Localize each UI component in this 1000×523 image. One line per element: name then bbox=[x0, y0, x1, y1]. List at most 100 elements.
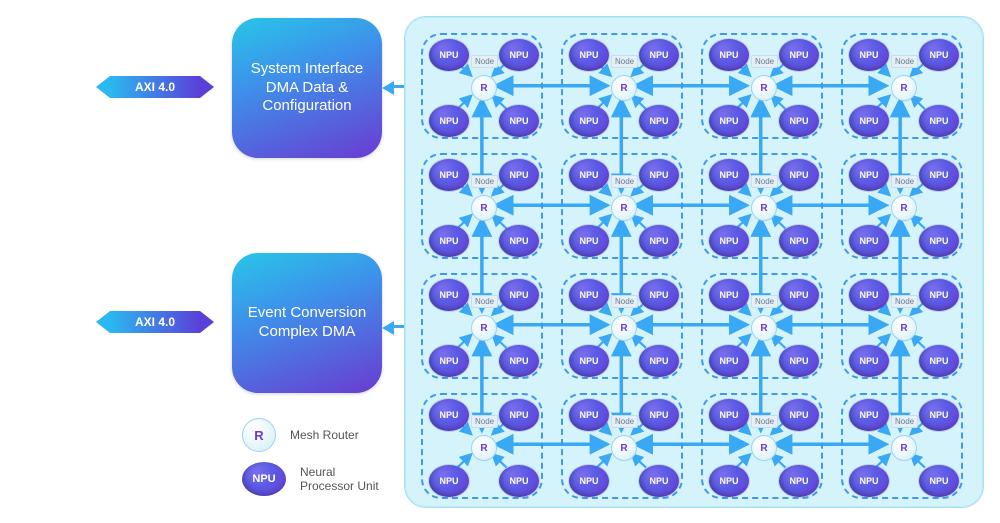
router-icon: R bbox=[242, 418, 276, 452]
npu-node: NPU bbox=[569, 465, 609, 497]
mesh-tile: NPUNPUNPUNPUNodeR bbox=[421, 273, 543, 379]
npu-node: NPU bbox=[569, 279, 609, 311]
node-label: Node bbox=[471, 55, 498, 68]
npu-node: NPU bbox=[429, 399, 469, 431]
mesh-tile: NPUNPUNPUNPUNodeR bbox=[561, 33, 683, 139]
npu-node: NPU bbox=[429, 465, 469, 497]
mesh-router: R bbox=[611, 435, 637, 461]
block-system-interface: System Interface DMA Data & Configuratio… bbox=[232, 18, 382, 158]
mesh-tile: NPUNPUNPUNPUNodeR bbox=[421, 153, 543, 259]
npu-node: NPU bbox=[639, 345, 679, 377]
npu-node: NPU bbox=[499, 225, 539, 257]
npu-node: NPU bbox=[499, 399, 539, 431]
block-event-conversion: Event Conversion Complex DMA bbox=[232, 253, 382, 393]
node-label: Node bbox=[751, 175, 778, 188]
npu-node: NPU bbox=[499, 39, 539, 71]
npu-node: NPU bbox=[429, 105, 469, 137]
mesh-router: R bbox=[611, 315, 637, 341]
npu-node: NPU bbox=[569, 159, 609, 191]
mesh-router: R bbox=[471, 435, 497, 461]
node-label: Node bbox=[611, 175, 638, 188]
npu-node: NPU bbox=[919, 225, 959, 257]
npu-node: NPU bbox=[779, 39, 819, 71]
npu-node: NPU bbox=[919, 279, 959, 311]
npu-node: NPU bbox=[499, 345, 539, 377]
node-label: Node bbox=[611, 295, 638, 308]
npu-node: NPU bbox=[429, 279, 469, 311]
npu-node: NPU bbox=[639, 159, 679, 191]
npu-node: NPU bbox=[429, 345, 469, 377]
npu-node: NPU bbox=[849, 159, 889, 191]
npu-node: NPU bbox=[849, 39, 889, 71]
npu-node: NPU bbox=[569, 39, 609, 71]
mesh-router: R bbox=[891, 195, 917, 221]
npu-node: NPU bbox=[709, 39, 749, 71]
mesh-tile: NPUNPUNPUNPUNodeR bbox=[701, 393, 823, 499]
mesh-router: R bbox=[611, 75, 637, 101]
axi-label-bottom: AXI 4.0 bbox=[110, 311, 200, 333]
node-label: Node bbox=[891, 415, 918, 428]
mesh-router: R bbox=[471, 315, 497, 341]
mesh-router: R bbox=[891, 75, 917, 101]
npu-node: NPU bbox=[779, 465, 819, 497]
npu-node: NPU bbox=[919, 345, 959, 377]
npu-node: NPU bbox=[569, 105, 609, 137]
npu-node: NPU bbox=[639, 39, 679, 71]
npu-node: NPU bbox=[919, 399, 959, 431]
node-label: Node bbox=[611, 415, 638, 428]
npu-node: NPU bbox=[709, 159, 749, 191]
legend-router: R Mesh Router bbox=[242, 418, 359, 452]
mesh-router: R bbox=[611, 195, 637, 221]
npu-node: NPU bbox=[639, 225, 679, 257]
npu-node: NPU bbox=[639, 465, 679, 497]
npu-node: NPU bbox=[639, 105, 679, 137]
mesh-router: R bbox=[751, 195, 777, 221]
npu-node: NPU bbox=[569, 399, 609, 431]
npu-node: NPU bbox=[499, 279, 539, 311]
npu-node: NPU bbox=[849, 345, 889, 377]
npu-node: NPU bbox=[569, 225, 609, 257]
mesh-tile: NPUNPUNPUNPUNodeR bbox=[701, 153, 823, 259]
npu-node: NPU bbox=[709, 345, 749, 377]
mesh-router: R bbox=[471, 75, 497, 101]
legend-npu: NPU NeuralProcessor Unit bbox=[242, 462, 379, 496]
npu-node: NPU bbox=[849, 465, 889, 497]
npu-node: NPU bbox=[849, 105, 889, 137]
npu-node: NPU bbox=[779, 159, 819, 191]
npu-node: NPU bbox=[779, 279, 819, 311]
npu-node: NPU bbox=[849, 399, 889, 431]
npu-node: NPU bbox=[499, 159, 539, 191]
mesh-router: R bbox=[751, 75, 777, 101]
npu-node: NPU bbox=[499, 465, 539, 497]
npu-node: NPU bbox=[639, 399, 679, 431]
axi-label-top: AXI 4.0 bbox=[110, 76, 200, 98]
node-label: Node bbox=[891, 175, 918, 188]
npu-node: NPU bbox=[849, 279, 889, 311]
npu-node: NPU bbox=[639, 279, 679, 311]
node-label: Node bbox=[471, 295, 498, 308]
npu-node: NPU bbox=[709, 225, 749, 257]
mesh-tile: NPUNPUNPUNPUNodeR bbox=[841, 273, 963, 379]
node-label: Node bbox=[751, 55, 778, 68]
npu-node: NPU bbox=[779, 105, 819, 137]
npu-node: NPU bbox=[919, 105, 959, 137]
npu-node: NPU bbox=[709, 279, 749, 311]
mesh-tile: NPUNPUNPUNPUNodeR bbox=[561, 153, 683, 259]
npu-icon: NPU bbox=[242, 462, 286, 496]
mesh-tile: NPUNPUNPUNPUNodeR bbox=[701, 273, 823, 379]
node-label: Node bbox=[751, 415, 778, 428]
mesh-tile: NPUNPUNPUNPUNodeR bbox=[421, 393, 543, 499]
npu-node: NPU bbox=[779, 225, 819, 257]
mesh-tile: NPUNPUNPUNPUNodeR bbox=[841, 393, 963, 499]
router-legend-text: Mesh Router bbox=[290, 428, 359, 442]
mesh-tile: NPUNPUNPUNPUNodeR bbox=[841, 33, 963, 139]
node-label: Node bbox=[751, 295, 778, 308]
npu-node: NPU bbox=[429, 39, 469, 71]
mesh-router: R bbox=[471, 195, 497, 221]
npu-node: NPU bbox=[919, 159, 959, 191]
npu-legend-text: NeuralProcessor Unit bbox=[300, 465, 379, 494]
node-label: Node bbox=[891, 295, 918, 308]
npu-node: NPU bbox=[919, 39, 959, 71]
mesh-router: R bbox=[751, 315, 777, 341]
npu-node: NPU bbox=[709, 105, 749, 137]
